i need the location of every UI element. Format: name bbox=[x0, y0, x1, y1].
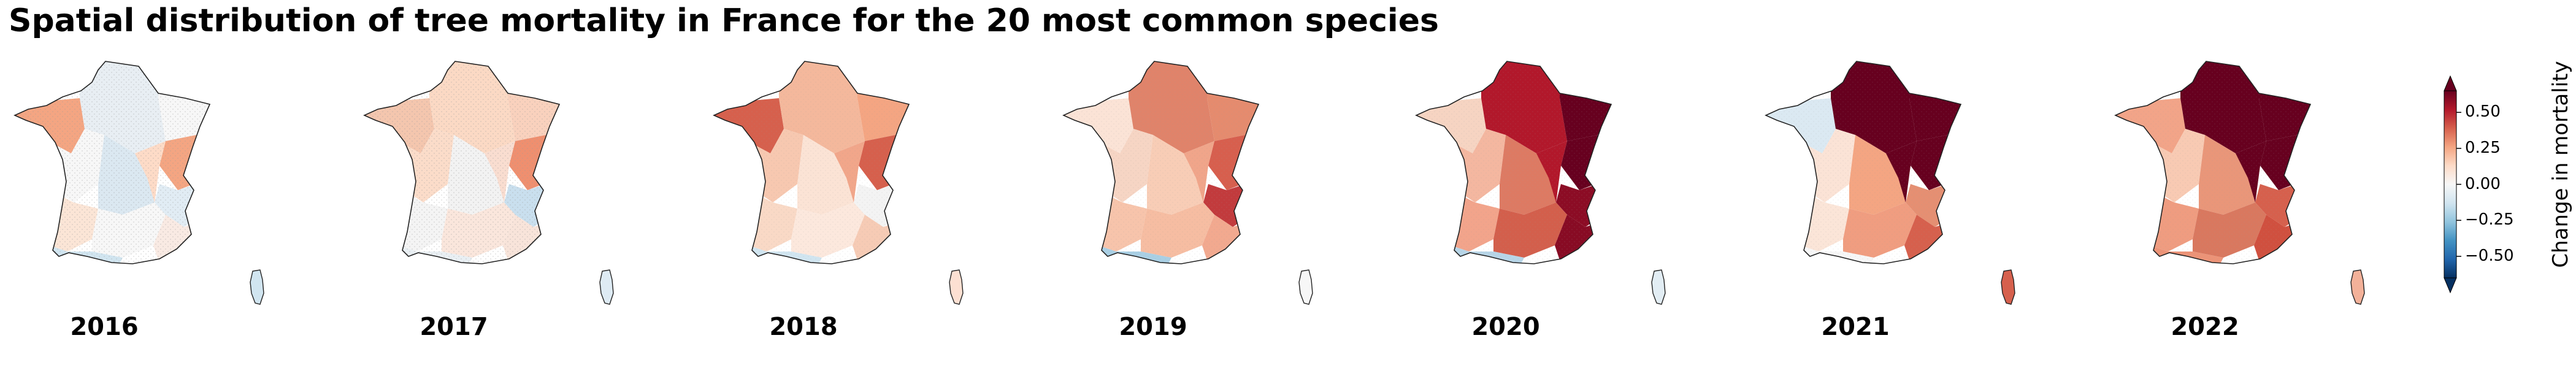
year-label-2019: 2019 bbox=[1119, 313, 1187, 341]
map-panel-2020 bbox=[1415, 61, 1666, 305]
year-label-2017: 2017 bbox=[420, 313, 488, 341]
map-regions bbox=[1766, 61, 1961, 264]
colorbar-title: Change in mortality since 2015 (% yr−1) bbox=[2548, 61, 2576, 267]
colorbar-tick-label: −0.50 bbox=[2465, 246, 2514, 265]
figure-title: Spatial distribution of tree mortality i… bbox=[9, 2, 1439, 39]
colorbar-tick-label: −0.25 bbox=[2465, 210, 2514, 229]
france-outline bbox=[13, 61, 211, 264]
significance-stipple bbox=[1766, 61, 1961, 264]
map-regions bbox=[714, 61, 909, 264]
region-corse bbox=[2350, 269, 2365, 305]
colorbar-tick-label: 0.00 bbox=[2465, 174, 2501, 193]
france-outline bbox=[713, 61, 910, 264]
map-panel-2019 bbox=[1062, 61, 1313, 305]
map-panel-2021 bbox=[1765, 61, 2015, 305]
colorbar-extend-top bbox=[2444, 75, 2457, 91]
france-outline bbox=[1415, 61, 1612, 264]
france-outline bbox=[2114, 61, 2312, 264]
map-panel-2022 bbox=[2114, 61, 2365, 305]
map-panel-2016 bbox=[13, 61, 264, 305]
colorbar-tick-label: 0.50 bbox=[2465, 102, 2501, 121]
year-label-2022: 2022 bbox=[2171, 313, 2239, 341]
year-label-2016: 2016 bbox=[70, 313, 139, 341]
colorbar-extend-bottom bbox=[2444, 277, 2457, 294]
region-corse bbox=[949, 269, 964, 305]
colorbar-gradient bbox=[2444, 90, 2457, 279]
region-corse bbox=[599, 269, 614, 305]
year-label-2020: 2020 bbox=[1471, 313, 1540, 341]
france-outline bbox=[1062, 61, 1260, 264]
significance-stipple bbox=[1064, 61, 1259, 264]
map-panel-2017 bbox=[363, 61, 614, 305]
france-outline bbox=[1765, 61, 1962, 264]
significance-stipple bbox=[1416, 61, 1611, 264]
colorbar-title-line1: Change in mortality bbox=[2548, 61, 2573, 268]
significance-stipple bbox=[364, 61, 559, 264]
map-regions bbox=[364, 61, 559, 264]
colorbar-tick-label: 0.25 bbox=[2465, 138, 2501, 157]
map-regions bbox=[1416, 61, 1611, 264]
year-label-2018: 2018 bbox=[769, 313, 838, 341]
region-corse bbox=[1298, 269, 1313, 305]
france-outline bbox=[363, 61, 561, 264]
region-corse bbox=[2001, 269, 2015, 305]
map-regions bbox=[15, 61, 210, 264]
year-label-2021: 2021 bbox=[1821, 313, 1890, 341]
significance-stipple bbox=[15, 61, 210, 264]
significance-stipple bbox=[2115, 61, 2310, 264]
map-panels bbox=[13, 61, 2365, 305]
colorbar-title-line2: since 2015 (% yr−1) bbox=[2573, 61, 2576, 267]
colorbar bbox=[2444, 75, 2461, 294]
map-regions bbox=[1064, 61, 1259, 264]
significance-stipple bbox=[714, 61, 909, 264]
map-panel-2018 bbox=[713, 61, 964, 305]
region-corse bbox=[1651, 269, 1666, 305]
map-regions bbox=[2115, 61, 2310, 264]
region-corse bbox=[250, 269, 264, 305]
